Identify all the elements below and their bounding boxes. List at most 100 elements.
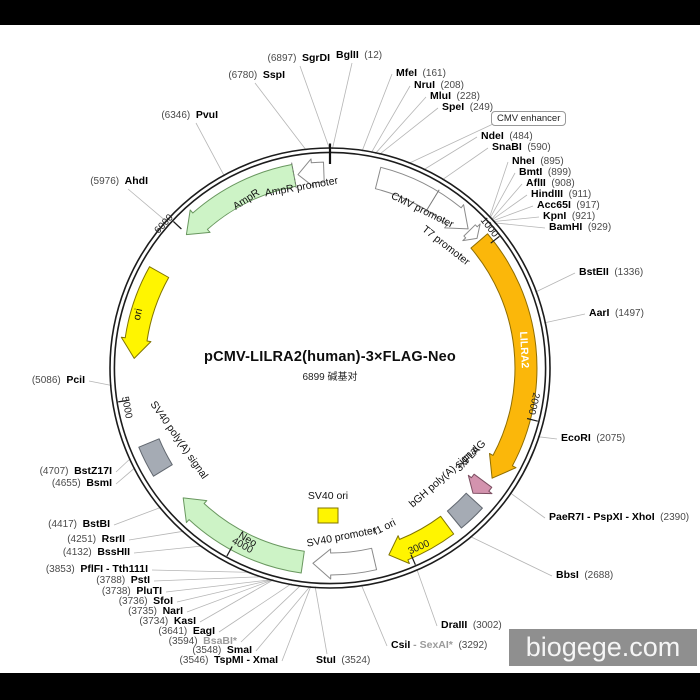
restriction-site-SmaI: (3548) SmaI bbox=[192, 644, 252, 657]
leader-line-Acc65I bbox=[492, 205, 534, 222]
leader-line-SnaBI bbox=[441, 147, 489, 181]
restriction-site-BstBI: (4417) BstBI bbox=[48, 518, 110, 531]
restriction-site-MluI: MluI (228) bbox=[430, 90, 480, 103]
restriction-site-NheI: NheI (895) bbox=[512, 155, 564, 168]
leader-line-StuI bbox=[314, 586, 328, 655]
leader-line-BbsI bbox=[469, 536, 553, 577]
leader-line-BssHII bbox=[133, 545, 203, 554]
plasmid-backbone bbox=[109, 143, 551, 589]
restriction-site-EcoRI: EcoRI (2075) bbox=[561, 432, 626, 445]
leader-line-PflFI - Tth111I bbox=[151, 569, 252, 573]
leader-line-AflII bbox=[490, 183, 523, 220]
feature-label-t7-promoter: T7 promoter bbox=[420, 223, 473, 268]
tick-label-5000: 5000 bbox=[119, 396, 134, 420]
leader-line-EagI bbox=[218, 583, 292, 633]
leader-line-NheI bbox=[489, 161, 509, 218]
restriction-site-AarI: AarI (1497) bbox=[589, 307, 644, 320]
leader-line-cmv-enhancer bbox=[408, 123, 494, 164]
restriction-site-KpnI: KpnI (921) bbox=[543, 210, 596, 223]
restriction-site-DraIII: DraIII (3002) bbox=[441, 619, 502, 632]
restriction-site-SpeI: SpeI (249) bbox=[442, 101, 494, 114]
leader-line-BstZ17I bbox=[115, 458, 131, 473]
feature-boundary-0 bbox=[425, 189, 440, 213]
feature-ampr-promoter bbox=[297, 158, 325, 188]
restriction-site-Acc65I: Acc65I (917) bbox=[537, 199, 600, 212]
leader-line-SfoI bbox=[176, 579, 274, 603]
leader-line-PciI bbox=[88, 380, 112, 386]
restriction-site-AhdI: (5976) AhdI bbox=[90, 175, 148, 188]
feature-sv40-ori bbox=[317, 507, 339, 524]
leader-line-AarI bbox=[544, 313, 586, 324]
leader-line-BsaBI* bbox=[240, 584, 302, 643]
leader-line-MfeI bbox=[361, 73, 393, 152]
restriction-site-PstI: (3788) PstI bbox=[96, 574, 150, 587]
feature-lilra2-cds bbox=[470, 233, 538, 479]
restriction-site-PvuI: (6346) PvuI bbox=[161, 109, 218, 122]
restriction-site-KasI: (3734) KasI bbox=[139, 615, 196, 628]
restriction-site-PciI: (5086) PciI bbox=[31, 374, 85, 387]
feature-ori bbox=[120, 266, 170, 359]
feature-3xflag-tag bbox=[467, 473, 493, 495]
watermark-text: biogege.com bbox=[525, 632, 681, 662]
leader-line-MluI bbox=[374, 96, 427, 154]
feature-sv40-promoter bbox=[312, 547, 378, 580]
restriction-site-NruI: NruI (208) bbox=[414, 79, 464, 92]
watermark-badge: biogege.com bbox=[509, 629, 697, 666]
leader-line-RsrII bbox=[128, 530, 184, 541]
leader-line-HindIII bbox=[491, 194, 528, 221]
leader-line-BglII bbox=[332, 62, 353, 150]
leader-line-BstBI bbox=[113, 506, 162, 526]
plasmid-title: pCMV-LILRA2(human)-3×FLAG-Neo bbox=[204, 349, 456, 365]
leader-line-TspMI - XmaI bbox=[281, 586, 312, 662]
feature-cmv-enhancer-promoter bbox=[374, 166, 469, 230]
tick-label-2000: 2000 bbox=[525, 391, 541, 416]
restriction-site-EagI: (3641) EagI bbox=[158, 625, 215, 638]
restriction-site-BbsI: BbsI (2688) bbox=[556, 569, 614, 582]
plasmid-size-subtitle: 6899 碱基对 bbox=[302, 372, 358, 383]
feature-ampr-cds bbox=[185, 164, 297, 236]
restriction-site-StuI: StuI (3524) bbox=[316, 654, 371, 667]
leader-line-PaeR7I - PspXI - XhoI bbox=[509, 492, 546, 519]
leader-line-CsiI bbox=[360, 584, 388, 647]
restriction-site-SgrDI: (6897) SgrDI bbox=[267, 52, 330, 65]
leader-line-AhdI bbox=[127, 188, 168, 223]
leader-line-SmaI bbox=[255, 585, 311, 652]
restriction-site-HindIII: HindIII (911) bbox=[531, 188, 592, 201]
tick-4000 bbox=[226, 546, 233, 557]
feature-label-sv40-promoter: SV40 promoter bbox=[306, 524, 378, 549]
tick-6000 bbox=[172, 221, 182, 230]
restriction-site-BamHI: BamHI (929) bbox=[549, 221, 612, 234]
leader-line-SspI bbox=[254, 82, 307, 151]
leader-line-NarI bbox=[186, 579, 274, 613]
restriction-site-SnaBI: SnaBI (590) bbox=[492, 141, 551, 154]
leader-line-PvuI bbox=[195, 122, 225, 177]
restriction-site-PluTI: (3738) PluTI bbox=[101, 585, 162, 598]
leader-line-KasI bbox=[199, 579, 274, 623]
tick-label-6000: 6000 bbox=[153, 212, 177, 236]
restriction-site-BssHII: (4132) BssHII bbox=[62, 546, 130, 559]
feature-label-sv40-ori: SV40 ori bbox=[308, 490, 348, 502]
feature-boundary-1 bbox=[291, 162, 297, 189]
leader-line-SpeI bbox=[378, 107, 439, 155]
restriction-site-BstEII: BstEII (1336) bbox=[579, 266, 644, 279]
leader-line-PluTI bbox=[165, 579, 274, 593]
restriction-site-MfeI: MfeI (161) bbox=[396, 67, 446, 80]
restriction-site-RsrII: (4251) RsrII bbox=[67, 533, 125, 546]
restriction-site-PflFITth111I: (3853) PflFI - Tth111I bbox=[45, 563, 148, 576]
letterbox-top-bar bbox=[0, 0, 700, 25]
restriction-site-BglII: BglII (12) bbox=[336, 49, 383, 62]
restriction-site-PaeR7IPspXIXhoI: PaeR7I - PspXI - XhoI (2390) bbox=[549, 511, 690, 524]
restriction-site-SfoI: (3736) SfoI bbox=[118, 595, 173, 608]
plasmid-features bbox=[120, 158, 538, 580]
restriction-site-TspMIXmaI: (3546) TspMI - XmaI bbox=[179, 654, 278, 667]
restriction-site-CsiI: CsiI - SexAI* (3292) bbox=[391, 639, 488, 652]
restriction-site-BsmI: (4655) BsmI bbox=[51, 477, 112, 490]
restriction-site-AflII: AflII (908) bbox=[526, 177, 575, 190]
tick-1000 bbox=[490, 235, 500, 244]
tick-5000 bbox=[118, 399, 130, 403]
feature-label-lilra2: LILRA2 bbox=[517, 331, 531, 368]
cmv-enhancer-label: CMV enhancer bbox=[497, 113, 561, 124]
feature-label-ori: ori bbox=[131, 307, 145, 321]
leader-line-NruI bbox=[370, 85, 411, 154]
